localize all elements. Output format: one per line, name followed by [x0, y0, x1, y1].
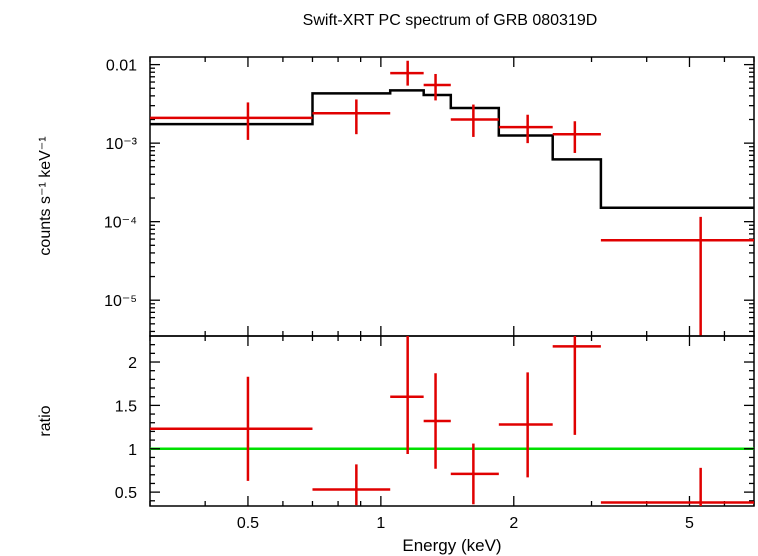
x-tick-label: 0.5	[237, 515, 259, 532]
ratio-data-point	[390, 336, 424, 454]
spectrum-data-point	[312, 99, 391, 135]
ratio-data-point	[498, 372, 553, 478]
spectrum-panel: 0.01 10⁻³ 10⁻⁴ 10⁻⁵ counts s⁻¹ keV⁻¹	[37, 56, 755, 337]
ratio-panel-frame	[149, 335, 755, 507]
spectrum-data-point	[600, 216, 754, 336]
spectrum-data-point	[390, 60, 424, 86]
ratio-y-tick-label: 1.5	[115, 398, 137, 415]
y-tick-label: 0.01	[106, 58, 137, 75]
spectrum-data-point	[150, 102, 313, 140]
ratio-panel: 0.5 1 1.5 2 ratio	[37, 335, 755, 507]
ratio-data-point	[450, 443, 499, 505]
x-tick-label: 1	[376, 515, 385, 532]
ratio-data-point	[150, 376, 313, 481]
ratio-data-points	[150, 336, 754, 506]
spectrum-y-axis-label: counts s⁻¹ keV⁻¹	[37, 136, 54, 255]
model-histogram	[150, 89, 754, 210]
spectrum-data-point	[552, 121, 601, 153]
ratio-y-axis-label: ratio	[37, 405, 54, 436]
ratio-y-tick-label: 1	[128, 442, 137, 459]
model-step-line	[150, 89, 754, 210]
ratio-data-point	[600, 467, 754, 506]
spectrum-data-point	[498, 114, 553, 144]
x-tick-labels: 0.5 1 2 5	[237, 515, 694, 532]
x-tick-label: 5	[685, 515, 694, 532]
spectrum-data-point	[450, 104, 499, 137]
y-tick-label: 10⁻³	[105, 136, 137, 153]
spectrum-panel-ticks: 0.01 10⁻³ 10⁻⁴ 10⁻⁵	[104, 57, 755, 336]
x-tick-label: 2	[509, 515, 518, 532]
spectrum-data-points	[150, 60, 754, 336]
y-tick-label: 10⁻⁴	[104, 215, 137, 232]
ratio-data-point	[423, 373, 451, 469]
y-tick-label: 10⁻⁵	[104, 293, 137, 310]
chart-title: Swift-XRT PC spectrum of GRB 080319D	[303, 12, 598, 29]
ratio-y-tick-label: 2	[128, 355, 137, 372]
ratio-data-point	[552, 336, 601, 435]
x-axis-label: Energy (keV)	[402, 536, 501, 555]
spectrum-data-point	[423, 73, 451, 101]
ratio-data-point	[312, 464, 391, 506]
ratio-y-tick-label: 0.5	[115, 485, 137, 502]
